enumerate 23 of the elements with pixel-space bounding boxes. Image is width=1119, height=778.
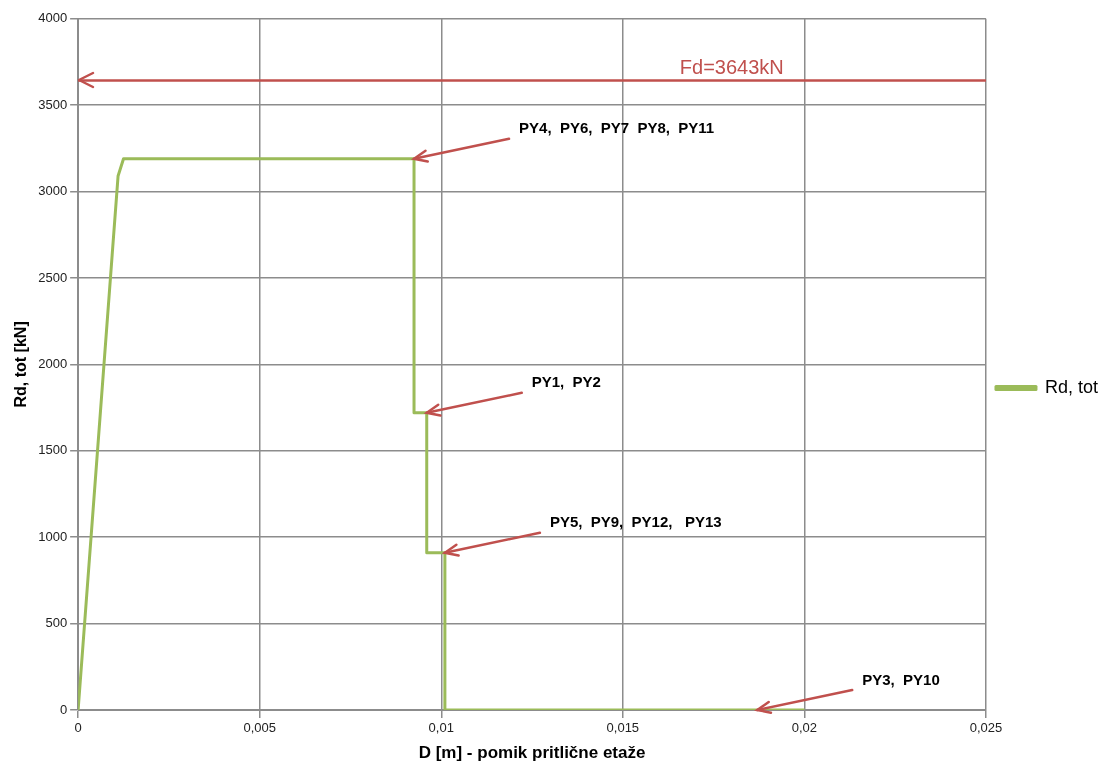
y-tick-label: 1500 xyxy=(38,442,68,458)
x-tick-label: 0,02 xyxy=(791,720,818,736)
y-tick-label: 2500 xyxy=(38,269,68,285)
y-tick-label: 2000 xyxy=(38,355,68,371)
x-tick-label: 0 xyxy=(74,720,82,736)
y-tick-label: 3000 xyxy=(38,183,68,199)
y-tick-label: 0 xyxy=(59,701,68,717)
x-tick-label: 0,005 xyxy=(243,720,276,736)
x-tick-label: 0,01 xyxy=(428,720,454,736)
x-axis-title: D [m] - pomik pritlične etaže xyxy=(418,743,646,763)
y-tick-label: 3500 xyxy=(38,96,68,112)
x-tick-label: 0,025 xyxy=(969,720,1003,736)
y-tick-label: 1000 xyxy=(38,528,68,544)
y-tick-label: 4000 xyxy=(38,10,68,26)
annotation: PY5, PY9, PY12, PY13 xyxy=(549,513,722,531)
y-axis-title: Rd, tot [kN] xyxy=(12,321,30,408)
annotation: PY1, PY2 xyxy=(531,373,601,391)
annotation: PY4, PY6, PY7 PY8, PY11 xyxy=(519,119,715,137)
annotation: PY3, PY10 xyxy=(862,670,940,688)
legend-label: Rd, tot xyxy=(1044,376,1099,397)
y-tick-label: 500 xyxy=(45,615,68,631)
ref-line-label: Fd=3643kN xyxy=(679,56,784,79)
x-tick-label: 0,015 xyxy=(606,720,640,736)
